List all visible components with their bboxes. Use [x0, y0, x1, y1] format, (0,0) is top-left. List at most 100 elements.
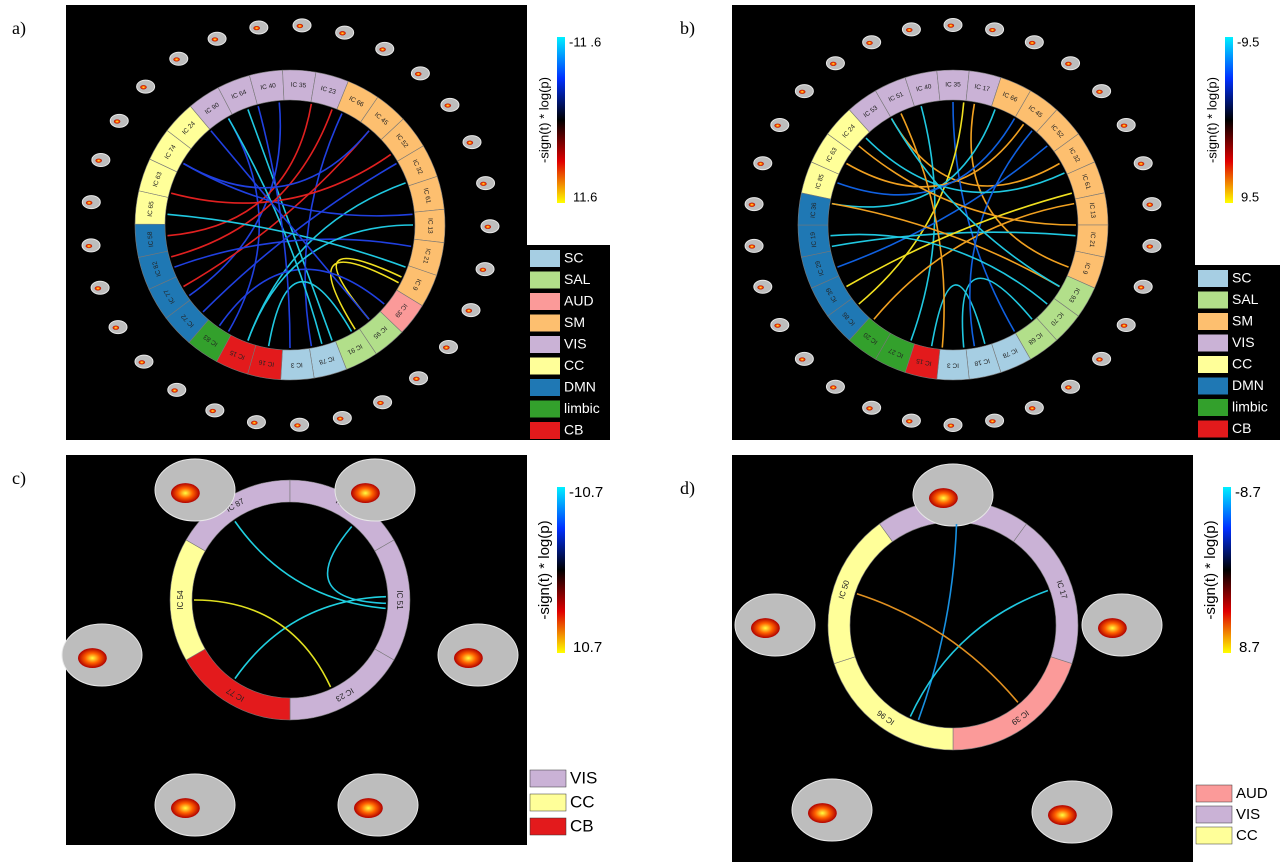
legend-label: DMN — [564, 379, 596, 395]
legend-label: VIS — [1232, 334, 1255, 350]
activation-blob — [337, 417, 343, 421]
activation-blob — [173, 57, 179, 61]
legend-swatch — [530, 293, 560, 310]
activation-blob — [866, 406, 872, 410]
activation-blob — [95, 286, 101, 290]
ring-label: IC 51 — [395, 590, 404, 610]
activation-blob — [1065, 385, 1071, 389]
legend-label: AUD — [564, 293, 594, 309]
activation-blob — [1121, 124, 1127, 128]
legend-swatch — [530, 336, 560, 353]
legend-label: CB — [1232, 420, 1251, 436]
legend-swatch — [1198, 313, 1228, 330]
legend-swatch — [530, 770, 566, 787]
legend-swatch — [530, 818, 566, 835]
activation-blob — [253, 26, 259, 30]
activation-blob — [480, 182, 486, 186]
activation-blob — [171, 798, 200, 818]
activation-blob — [757, 285, 763, 289]
legend-swatch — [1198, 378, 1228, 395]
activation-blob — [1096, 90, 1102, 94]
activation-blob — [351, 483, 380, 503]
panel-label: a) — [12, 18, 26, 39]
activation-blob — [113, 326, 119, 330]
activation-blob — [906, 419, 912, 423]
colorbar-title: -sign(t) * log(p) — [1202, 520, 1219, 619]
activation-blob — [799, 357, 805, 361]
ring-label: IC 35 — [945, 82, 961, 89]
legend-label: limbic — [1232, 399, 1268, 415]
activation-blob — [339, 31, 345, 35]
legend-label: VIS — [564, 336, 587, 352]
colorbar — [1223, 487, 1231, 653]
legend-label: CC — [564, 357, 584, 373]
legend-swatch — [530, 250, 560, 267]
activation-blob — [466, 309, 472, 313]
legend-label: limbic — [564, 400, 600, 416]
colorbar-bottom-label: 9.5 — [1241, 189, 1259, 204]
activation-blob — [774, 124, 780, 128]
colorbar-bottom-label: 8.7 — [1239, 639, 1260, 656]
activation-blob — [377, 401, 383, 405]
activation-blob — [485, 225, 491, 229]
legend-swatch — [1198, 421, 1228, 438]
legend-swatch — [530, 315, 560, 332]
activation-blob — [140, 85, 146, 89]
legend-label: SC — [1232, 270, 1251, 286]
colorbar-top-label: -8.7 — [1235, 484, 1261, 501]
colorbar — [557, 37, 565, 203]
colorbar-top-label: -9.5 — [1237, 34, 1259, 49]
activation-blob — [989, 419, 995, 423]
activation-blob — [808, 803, 837, 823]
activation-blob — [95, 159, 101, 163]
legend-swatch — [530, 358, 560, 375]
activation-blob — [757, 162, 763, 166]
legend-label: AUD — [1236, 785, 1268, 802]
activation-blob — [1147, 244, 1153, 248]
activation-blob — [251, 421, 257, 425]
colorbar — [557, 487, 565, 653]
panel-label: d) — [680, 478, 695, 499]
legend-label: SM — [564, 314, 585, 330]
legend-label: VIS — [570, 768, 597, 787]
activation-blob — [830, 385, 836, 389]
legend-label: CC — [570, 792, 595, 811]
legend-label: CC — [1232, 356, 1252, 372]
colorbar-title: -sign(t) * log(p) — [536, 77, 551, 163]
activation-blob — [866, 41, 872, 45]
activation-blob — [989, 28, 995, 32]
activation-blob — [749, 244, 755, 248]
activation-blob — [1098, 618, 1127, 638]
activation-blob — [1138, 162, 1144, 166]
activation-blob — [413, 377, 419, 381]
legend-swatch — [1196, 827, 1232, 844]
activation-blob — [379, 47, 385, 51]
legend-label: CB — [564, 422, 583, 438]
activation-blob — [1147, 203, 1153, 207]
activation-blob — [480, 268, 486, 272]
legend-label: DMN — [1232, 377, 1264, 393]
activation-blob — [948, 24, 954, 28]
legend-swatch — [530, 401, 560, 418]
activation-blob — [171, 388, 177, 392]
legend-label: SM — [1232, 313, 1253, 329]
legend-swatch — [1196, 806, 1232, 823]
panel: c)-sign(t) * log(p)-10.710.7VISCCCBIC 87… — [12, 455, 610, 845]
ring-label: IC 3 — [947, 361, 959, 368]
activation-blob — [86, 201, 92, 205]
legend-label: CB — [570, 816, 594, 835]
panel-label: b) — [680, 18, 695, 39]
activation-blob — [1096, 357, 1102, 361]
activation-blob — [1048, 805, 1077, 825]
legend-swatch — [1198, 335, 1228, 352]
activation-blob — [297, 24, 303, 28]
colorbar-title: -sign(t) * log(p) — [1204, 77, 1219, 163]
legend-swatch — [1198, 399, 1228, 416]
activation-blob — [139, 360, 145, 364]
activation-blob — [1065, 62, 1071, 66]
activation-blob — [799, 90, 805, 94]
activation-blob — [443, 346, 449, 350]
colorbar-top-label: -10.7 — [569, 484, 603, 501]
activation-blob — [1029, 41, 1035, 45]
activation-blob — [830, 62, 836, 66]
